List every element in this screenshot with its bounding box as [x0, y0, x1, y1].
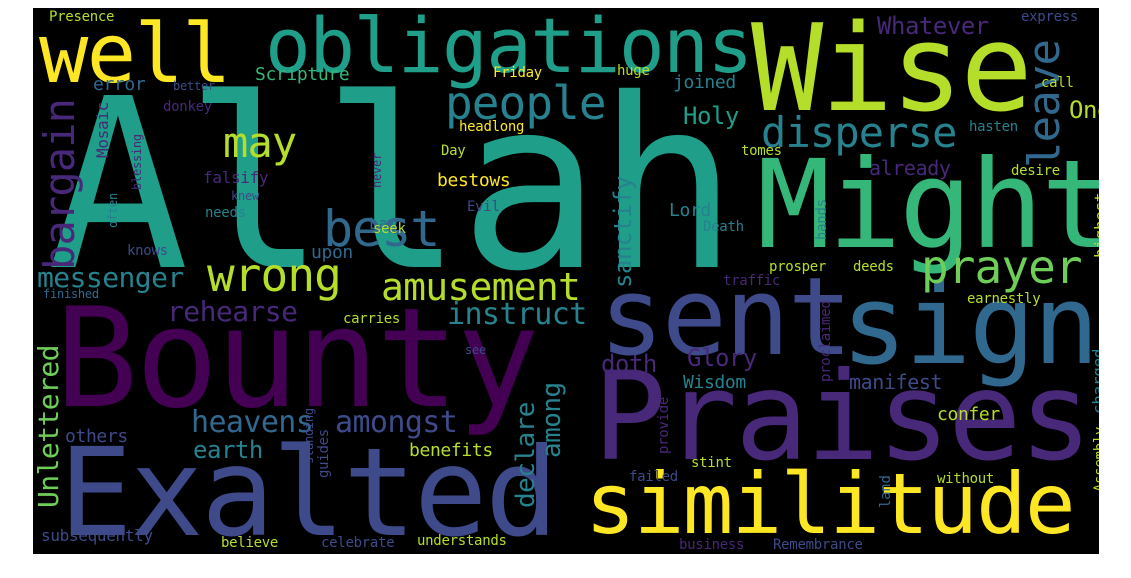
word-carries: carries — [343, 311, 401, 327]
word-traffic: traffic — [723, 273, 781, 289]
word-often: often — [106, 193, 120, 228]
word-well: well — [39, 8, 232, 102]
word-see: see — [465, 343, 486, 357]
word-wisdom: Wisdom — [683, 372, 746, 393]
word-desire: desire — [1011, 163, 1060, 179]
word-disperse: disperse — [761, 108, 957, 157]
word-allah: Allah — [47, 48, 739, 323]
word-amongst: amongst — [335, 405, 458, 440]
word-whatever: Whatever — [877, 12, 989, 40]
word-proclaimed: proclaimed — [818, 300, 834, 383]
word-similitude: similitude — [585, 455, 1076, 553]
word-deeds: deeds — [853, 259, 894, 275]
word-instruct: instruct — [447, 297, 587, 332]
word-day: Day — [441, 143, 466, 159]
word-finished: finished — [43, 287, 99, 301]
word-heavens: heavens — [191, 405, 314, 440]
word-remembrance: Remembrance — [773, 537, 863, 553]
word-messenger: messenger — [37, 261, 184, 294]
word-stint: stint — [691, 455, 732, 471]
word-manifest: manifest — [849, 370, 943, 394]
word-one: One — [1069, 96, 1099, 124]
word-bestows: bestows — [437, 170, 511, 191]
word-doth: doth — [601, 350, 657, 378]
word-wise: Wise — [751, 8, 1033, 139]
word-joined: joined — [673, 72, 736, 93]
word-prayer: prayer — [921, 240, 1083, 294]
word-blessing: blessing — [130, 134, 144, 190]
word-assembly: Assembly — [1092, 426, 1099, 492]
word-highest: highest — [1091, 192, 1099, 258]
word-declare: declare — [511, 402, 541, 508]
word-subsequently: subsequently — [41, 526, 153, 545]
word-earnestly: earnestly — [967, 291, 1041, 307]
word-celebrate: celebrate — [321, 535, 395, 551]
word-cloud: Allah Bounty Praises Exalted sent Wise M… — [33, 8, 1099, 554]
word-earth: earth — [193, 436, 263, 464]
word-amusement: amusement — [381, 265, 581, 309]
word-donkey: donkey — [163, 99, 212, 115]
word-charged: charged — [1089, 348, 1099, 414]
word-error: error — [93, 74, 146, 95]
word-hands: hands — [814, 199, 830, 240]
word-holy: Holy — [683, 102, 739, 130]
word-prosper: prosper — [769, 259, 827, 275]
word-failed: failed — [629, 469, 678, 485]
word-glory: Glory — [687, 344, 757, 372]
word-call: call — [1041, 75, 1074, 91]
word-land: land — [878, 475, 894, 508]
word-mosaic: Mosaic — [93, 102, 112, 158]
word-scripture: Scripture — [255, 64, 350, 85]
word-bargain: bargain — [35, 98, 84, 270]
word-knew: knew — [231, 189, 259, 203]
word-others: others — [65, 426, 128, 447]
word-exalted: Exalted — [59, 422, 559, 554]
word-upon: upon — [311, 242, 353, 263]
word-express: express — [1021, 9, 1079, 25]
word-huge: huge — [617, 63, 650, 79]
word-confer: confer — [937, 404, 1000, 425]
word-falsify: falsify — [203, 168, 269, 187]
word-rehearse: rehearse — [167, 295, 298, 328]
word-knows: knows — [127, 243, 168, 259]
word-death: Death — [703, 219, 744, 235]
word-provide: provide — [656, 396, 672, 454]
word-believe: believe — [221, 535, 279, 551]
word-understands: understands — [417, 533, 507, 549]
word-sanctify: sanctify — [609, 176, 637, 288]
word-leave: leave — [1019, 39, 1070, 168]
word-unlettered: Unlettered — [33, 345, 65, 508]
word-praises: Praises — [593, 346, 1093, 488]
word-presence: Presence — [49, 9, 115, 25]
word-guides: guides — [316, 429, 332, 478]
word-wrong: wrong — [207, 248, 342, 302]
word-without: without — [937, 471, 995, 487]
word-may: may — [223, 118, 297, 167]
word-tomes: tomes — [741, 143, 782, 159]
word-people: people — [445, 76, 607, 130]
word-headlong: headlong — [459, 119, 525, 135]
word-seek: seek — [373, 221, 406, 237]
word-law: Law — [369, 214, 397, 233]
word-bounty: Bounty — [55, 278, 540, 439]
word-sent: sent — [599, 255, 853, 380]
word-best: best — [323, 200, 440, 258]
word-hasten: hasten — [969, 119, 1018, 135]
word-better: better — [173, 79, 215, 93]
word-needs: needs — [205, 205, 246, 221]
word-friday: Friday — [493, 65, 542, 81]
word-benefits: benefits — [409, 440, 493, 461]
word-might: Might — [757, 134, 1099, 276]
word-obligations: obligations — [265, 8, 753, 90]
word-among: among — [537, 382, 567, 458]
word-lord: Lord — [669, 200, 711, 221]
word-standing: standing — [302, 408, 316, 464]
word-business: business — [679, 537, 745, 553]
word-evil: Evil — [467, 199, 500, 215]
word-never: never — [370, 153, 384, 188]
word-already: already — [869, 156, 951, 180]
